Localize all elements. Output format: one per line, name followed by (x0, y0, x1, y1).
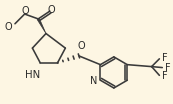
Text: N: N (90, 76, 98, 86)
Text: F: F (165, 63, 171, 73)
Text: HN: HN (25, 69, 40, 80)
Text: O: O (4, 22, 12, 32)
Text: F: F (162, 53, 168, 63)
Text: O: O (48, 5, 56, 15)
Text: O: O (77, 41, 85, 51)
Polygon shape (37, 18, 46, 33)
Text: O: O (22, 6, 29, 16)
Text: F: F (162, 71, 168, 81)
